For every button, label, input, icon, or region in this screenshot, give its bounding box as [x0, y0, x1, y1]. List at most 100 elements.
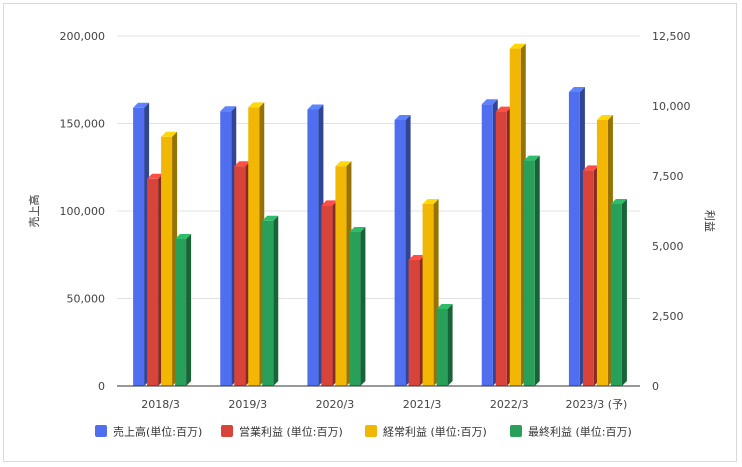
- bar: [161, 131, 178, 386]
- bar-front: [234, 166, 246, 386]
- right-axis-ticks: 0 2,500 5,000 7,500 10,000 12,500: [652, 30, 691, 393]
- bar-top: [568, 87, 585, 92]
- bar: [394, 115, 411, 386]
- bar-side: [621, 199, 627, 386]
- right-tick-label: 2,500: [652, 310, 684, 323]
- bar-top: [307, 104, 324, 110]
- bar-front: [582, 170, 594, 386]
- right-tick-label: 7,500: [652, 170, 684, 183]
- x-tick-label: 2023/3 (予): [566, 398, 628, 411]
- bar-top: [481, 99, 498, 105]
- legend-swatch: [510, 425, 522, 437]
- bar: [523, 155, 540, 386]
- left-tick-label: 100,000: [60, 205, 106, 218]
- legend-label: 営業利益 (単位:百万): [239, 425, 343, 439]
- legend-swatch: [365, 425, 377, 437]
- bar: [596, 115, 613, 386]
- bar-front: [220, 111, 232, 386]
- bar-front: [175, 239, 187, 386]
- legend-label: 売上高(単位:百万): [113, 425, 202, 439]
- bar: [582, 165, 599, 386]
- bar: [610, 199, 627, 386]
- bar-top: [495, 106, 512, 112]
- bar-top: [582, 165, 599, 171]
- bar: [422, 199, 439, 386]
- legend-item: 売上高(単位:百万): [95, 425, 202, 439]
- right-tick-label: 5,000: [652, 240, 684, 253]
- x-tick-label: 2021/3: [403, 398, 442, 411]
- bar-front: [610, 204, 622, 386]
- legend-label: 経常利益 (単位:百万): [383, 425, 487, 439]
- bar: [262, 215, 279, 386]
- gridlines: [117, 35, 640, 299]
- bar: [248, 102, 265, 387]
- legend: 売上高(単位:百万) 営業利益 (単位:百万) 経常利益 (単位:百万) 最終利益 (…: [95, 425, 632, 439]
- bar-front: [262, 220, 274, 386]
- bar-front: [321, 205, 333, 386]
- bar: [481, 99, 498, 386]
- bar: [234, 161, 251, 386]
- bar-front: [335, 166, 347, 386]
- bar-top: [408, 255, 425, 260]
- bar-front: [161, 136, 173, 386]
- x-tick-label: 2019/3: [228, 398, 267, 411]
- x-tick-label: 2018/3: [141, 398, 180, 411]
- bar: [568, 87, 585, 386]
- bar-front: [248, 107, 260, 387]
- bar-front: [394, 120, 406, 386]
- bar-top: [248, 102, 265, 108]
- bar-front: [568, 92, 580, 386]
- x-tick-label: 2020/3: [316, 398, 355, 411]
- bar-front: [422, 204, 434, 386]
- bar-top: [349, 227, 366, 232]
- left-axis-ticks: 0 50,000 100,000 150,000 200,000: [60, 30, 106, 393]
- left-tick-label: 200,000: [60, 30, 106, 43]
- bar-front: [523, 160, 535, 386]
- bar: [408, 255, 425, 386]
- bar-front: [133, 107, 145, 386]
- legend-item: 最終利益 (単位:百万): [510, 425, 632, 439]
- x-axis-ticks: 2018/3 2019/3 2020/3 2021/3 2022/3 2023/3 (予): [141, 398, 627, 411]
- bar-front: [495, 111, 507, 386]
- bar-top: [523, 155, 540, 161]
- bar-top: [147, 173, 164, 179]
- bar-top: [220, 106, 237, 112]
- bar-side: [273, 215, 279, 386]
- bar: [335, 161, 352, 386]
- bar-top: [436, 304, 453, 309]
- bar-top: [175, 234, 192, 239]
- bar: [321, 200, 338, 386]
- right-axis-title: 利益: [703, 210, 717, 232]
- bar-front: [147, 178, 159, 386]
- bar-front: [481, 104, 493, 386]
- right-tick-label: 0: [652, 380, 659, 393]
- bar: [220, 106, 237, 386]
- legend-item: 経常利益 (単位:百万): [365, 425, 487, 439]
- bar: [147, 173, 164, 386]
- bar: [509, 43, 526, 386]
- bar-top: [133, 102, 150, 108]
- bar-top: [422, 199, 439, 204]
- bar: [349, 227, 366, 386]
- bar-side: [360, 227, 366, 386]
- legend-label: 最終利益 (単位:百万): [528, 425, 632, 439]
- bar: [133, 102, 150, 386]
- legend-swatch: [95, 425, 107, 437]
- bar-top: [262, 215, 279, 221]
- legend-swatch: [221, 425, 233, 437]
- bar-front: [307, 109, 319, 386]
- bar: [175, 234, 192, 386]
- bar-side: [447, 304, 453, 386]
- bar-front: [509, 48, 521, 386]
- bar-front: [408, 260, 420, 386]
- bar-front: [349, 232, 361, 386]
- legend-item: 営業利益 (単位:百万): [221, 425, 343, 439]
- bar: [436, 304, 453, 386]
- left-tick-label: 50,000: [67, 293, 106, 306]
- bar: [307, 104, 324, 386]
- bar: [495, 106, 512, 386]
- left-axis-title: 売上高: [27, 195, 41, 228]
- bar-side: [534, 155, 540, 386]
- bar-top: [161, 131, 178, 137]
